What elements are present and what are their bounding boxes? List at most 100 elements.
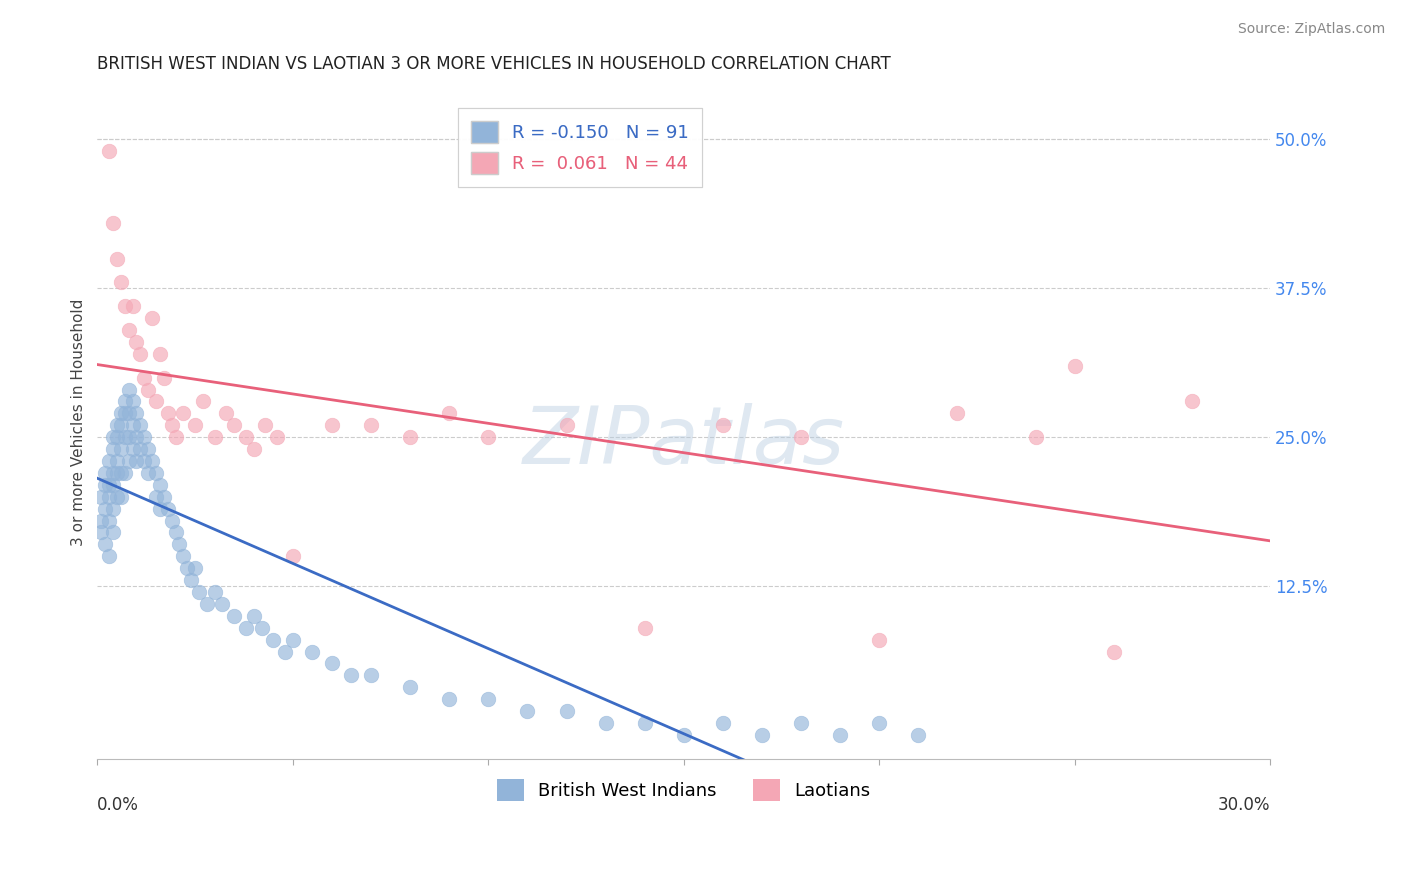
Point	[110, 418, 132, 433]
Point	[180, 573, 202, 587]
Point	[274, 644, 297, 658]
Point	[790, 430, 813, 444]
Point	[191, 394, 214, 409]
Point	[250, 621, 273, 635]
Point	[125, 430, 148, 444]
Point	[165, 430, 187, 444]
Point	[105, 418, 128, 433]
Point	[117, 323, 139, 337]
Point	[340, 668, 363, 682]
Point	[145, 394, 167, 409]
Point	[439, 692, 461, 706]
Point	[121, 418, 143, 433]
Point	[134, 370, 156, 384]
Point	[172, 406, 194, 420]
Point	[94, 478, 117, 492]
Point	[211, 597, 233, 611]
Point	[136, 466, 159, 480]
Point	[114, 394, 136, 409]
Point	[595, 716, 617, 731]
Point	[160, 514, 183, 528]
Point	[321, 657, 343, 671]
Point	[110, 490, 132, 504]
Point	[172, 549, 194, 564]
Point	[101, 442, 124, 456]
Point	[156, 406, 179, 420]
Point	[94, 466, 117, 480]
Point	[790, 716, 813, 731]
Point	[477, 430, 499, 444]
Point	[634, 716, 657, 731]
Point	[94, 501, 117, 516]
Text: Source: ZipAtlas.com: Source: ZipAtlas.com	[1237, 22, 1385, 37]
Point	[184, 418, 207, 433]
Point	[110, 276, 132, 290]
Point	[145, 466, 167, 480]
Point	[439, 406, 461, 420]
Point	[184, 561, 207, 575]
Point	[215, 406, 238, 420]
Point	[98, 478, 121, 492]
Point	[114, 430, 136, 444]
Point	[149, 478, 172, 492]
Point	[204, 585, 226, 599]
Point	[101, 216, 124, 230]
Point	[129, 418, 152, 433]
Point	[101, 430, 124, 444]
Point	[136, 442, 159, 456]
Point	[141, 311, 163, 326]
Point	[711, 716, 734, 731]
Point	[281, 549, 304, 564]
Point	[262, 632, 284, 647]
Point	[555, 418, 578, 433]
Point	[868, 716, 890, 731]
Point	[125, 454, 148, 468]
Point	[360, 418, 382, 433]
Point	[907, 728, 929, 742]
Point	[101, 525, 124, 540]
Point	[129, 442, 152, 456]
Point	[136, 383, 159, 397]
Point	[1025, 430, 1047, 444]
Point	[399, 430, 422, 444]
Point	[114, 299, 136, 313]
Point	[105, 490, 128, 504]
Point	[149, 501, 172, 516]
Point	[110, 466, 132, 480]
Point	[195, 597, 218, 611]
Point	[301, 644, 323, 658]
Point	[117, 454, 139, 468]
Point	[101, 466, 124, 480]
Point	[281, 632, 304, 647]
Point	[98, 454, 121, 468]
Point	[224, 608, 246, 623]
Point	[153, 370, 176, 384]
Point	[90, 490, 112, 504]
Point	[90, 514, 112, 528]
Point	[946, 406, 969, 420]
Point	[477, 692, 499, 706]
Point	[555, 704, 578, 718]
Point	[242, 442, 264, 456]
Point	[105, 430, 128, 444]
Text: 0.0%: 0.0%	[97, 796, 139, 814]
Point	[94, 537, 117, 551]
Point	[134, 454, 156, 468]
Point	[751, 728, 773, 742]
Point	[235, 621, 257, 635]
Legend: R = -0.150   N = 91, R =  0.061   N = 44: R = -0.150 N = 91, R = 0.061 N = 44	[458, 108, 702, 186]
Point	[165, 525, 187, 540]
Point	[125, 334, 148, 349]
Point	[129, 347, 152, 361]
Point	[153, 490, 176, 504]
Point	[105, 454, 128, 468]
Text: 30.0%: 30.0%	[1218, 796, 1270, 814]
Point	[117, 406, 139, 420]
Y-axis label: 3 or more Vehicles in Household: 3 or more Vehicles in Household	[72, 299, 86, 546]
Point	[516, 704, 538, 718]
Point	[110, 406, 132, 420]
Point	[169, 537, 191, 551]
Point	[125, 406, 148, 420]
Point	[235, 430, 257, 444]
Point	[98, 514, 121, 528]
